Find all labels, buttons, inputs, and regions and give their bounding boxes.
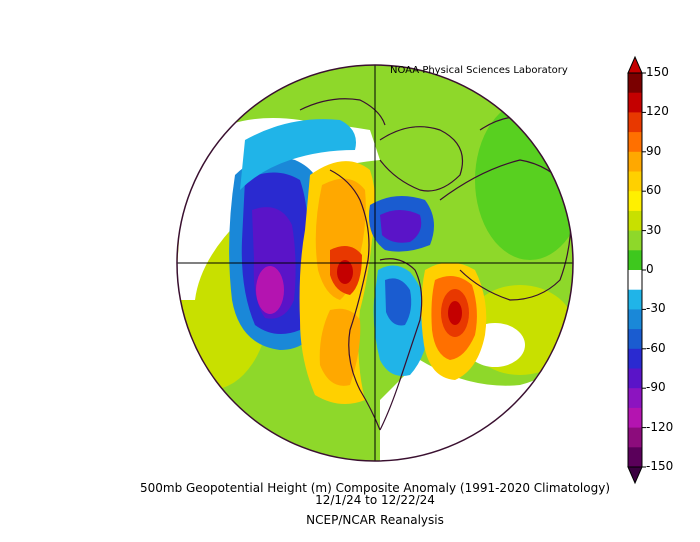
colorbar-swatch — [628, 73, 642, 94]
colorbar-swatch — [628, 112, 642, 133]
colorbar-tick-label: -90 — [646, 380, 666, 395]
caption-date-range: 12/1/24 to 12/22/24 — [315, 493, 435, 507]
colorbar-tick-label: -30 — [646, 301, 666, 316]
colorbar-swatch — [628, 309, 642, 330]
colorbar-max-arrow — [627, 55, 643, 74]
atlantic-ridge-core — [448, 301, 462, 325]
colorbar-swatch — [628, 427, 642, 448]
colorbar-swatch — [628, 92, 642, 113]
caption-dataset: NCEP/NCAR Reanalysis — [306, 513, 444, 527]
arctic-negative-band — [240, 119, 356, 190]
colorbar-swatch — [628, 210, 642, 232]
map-border — [176, 64, 574, 462]
east-trough-core — [385, 278, 412, 326]
colorbar-swatch — [628, 348, 642, 369]
west-ridge-max — [337, 260, 353, 284]
graticule — [177, 65, 573, 461]
greenland-coast — [379, 126, 464, 192]
colorbar-swatch — [628, 171, 642, 192]
colorbar-swatch — [628, 151, 642, 172]
colorbar-tick-label: -120 — [646, 419, 674, 434]
colorbar-tick-label: 150 — [646, 65, 669, 79]
colorbar-tick-label: -150 — [646, 459, 674, 473]
neutral-zone-north — [177, 118, 380, 300]
colorbar-swatch — [628, 368, 642, 389]
colorbar-swatch — [628, 388, 642, 409]
siberia-coast — [299, 98, 386, 126]
colorbar-tick-label: 30 — [646, 222, 662, 237]
colorbar-swatch — [628, 329, 642, 350]
colorbar-swatch — [628, 230, 642, 251]
colorbar-swatch — [628, 250, 642, 271]
caption-title: 500mb Geopotential Height (m) Composite … — [139, 481, 610, 495]
pacific-trough-core — [256, 266, 284, 314]
colorbar-swatch — [628, 407, 642, 429]
colorbar-swatch — [628, 289, 642, 310]
credit-text: NOAA Physical Sciences Laboratory — [390, 65, 568, 76]
arctic-trough-core — [380, 210, 422, 243]
colorbar-tick-label: -60 — [646, 340, 666, 355]
colorbar-swatch — [628, 447, 642, 468]
colorbar-swatch — [628, 132, 642, 153]
colorbar-swatch — [628, 270, 642, 291]
colorbar-tick-label: 120 — [646, 104, 669, 119]
colorbar-tick-label: 0 — [646, 262, 654, 276]
colorbar-swatch — [628, 191, 642, 212]
colorbar-tick-label: 90 — [646, 143, 662, 158]
colorbar — [627, 55, 646, 485]
colorbar-tick-label: 60 — [646, 183, 662, 198]
north-america-west-coast — [329, 169, 381, 431]
